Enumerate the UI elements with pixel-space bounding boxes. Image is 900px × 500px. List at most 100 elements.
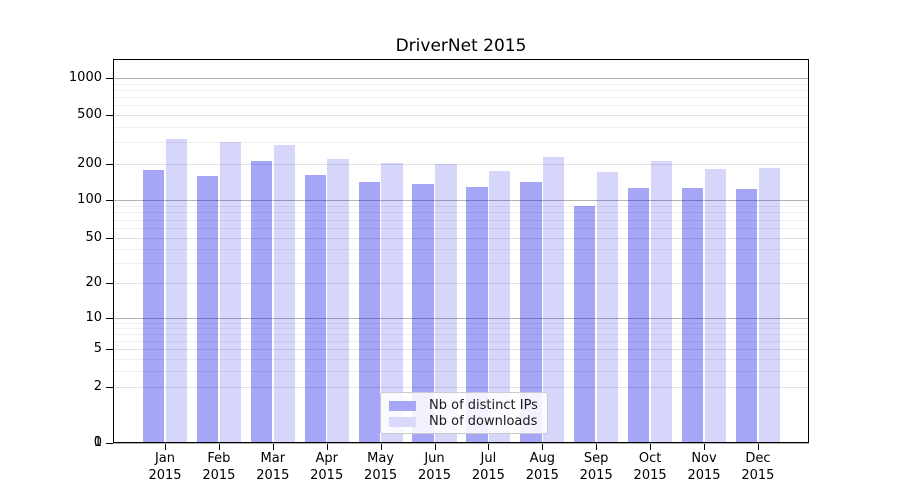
y-tick	[106, 163, 113, 165]
y-tick	[106, 114, 113, 116]
x-tick	[757, 444, 759, 450]
y-tick-label: 1	[93, 435, 102, 450]
gridline	[113, 83, 809, 85]
bar-downloads-aug	[543, 156, 565, 443]
gridline	[113, 370, 809, 372]
x-tick-label: Jan 2015	[148, 451, 182, 483]
gridline	[113, 200, 809, 202]
x-tick-label: May 2015	[364, 451, 398, 483]
bar-downloads-feb	[219, 142, 241, 443]
bar-ips-jun	[412, 183, 434, 443]
plot-area: Nb of distinct IPs Nb of downloads	[113, 59, 809, 444]
gridline	[113, 283, 809, 285]
y-tick	[106, 387, 113, 389]
gridline	[113, 328, 809, 330]
y-tick	[106, 283, 113, 285]
gridline	[113, 163, 809, 165]
y-tick-label: 20	[85, 275, 102, 291]
x-tick	[596, 444, 598, 450]
y-tick-label: 50	[85, 229, 102, 245]
gridline	[113, 97, 809, 99]
gridline	[113, 358, 809, 360]
x-tick-label: Dec 2015	[741, 451, 775, 483]
x-tick	[165, 444, 166, 450]
gridline	[113, 227, 809, 229]
bar-ips-feb	[196, 175, 219, 443]
x-tick	[704, 444, 705, 450]
bar-ips-apr	[304, 174, 326, 443]
gridline	[113, 443, 809, 444]
bar-downloads-jan	[165, 139, 188, 443]
gridline	[113, 78, 809, 80]
y-tick-label: 100	[77, 192, 102, 208]
x-tick	[380, 444, 382, 450]
bar-ips-jan	[142, 170, 165, 443]
legend-item: Nb of downloads	[389, 414, 539, 429]
y-tick-label: 0	[93, 435, 102, 450]
y-tick-label: 10	[85, 310, 102, 326]
gridline	[113, 349, 809, 351]
gridline	[113, 318, 809, 320]
bar-ips-jul	[466, 186, 488, 443]
y-tick	[106, 349, 113, 351]
x-tick-label: Mar 2015	[256, 451, 290, 483]
gridline	[113, 263, 809, 265]
x-tick-label: Feb 2015	[202, 451, 236, 483]
y-tick-label: 500	[77, 106, 102, 122]
bar-downloads-mar	[273, 144, 295, 443]
bar-ips-mar	[250, 161, 273, 443]
x-tick	[650, 444, 652, 450]
x-tick-label: Jul 2015	[471, 451, 505, 483]
legend-item: Nb of distinct IPs	[389, 398, 539, 413]
gridline	[113, 114, 809, 116]
bar-ips-sep	[574, 206, 596, 443]
x-tick	[326, 444, 328, 450]
y-tick	[106, 318, 113, 320]
legend-label: Nb of distinct IPs	[429, 398, 538, 413]
gridline	[113, 126, 809, 128]
x-tick	[542, 444, 544, 450]
bar-ips-oct	[628, 188, 650, 443]
gridline	[113, 219, 809, 221]
bar-ips-dec	[735, 188, 758, 443]
x-tick-label: Sep 2015	[579, 451, 613, 483]
bar-downloads-jun	[435, 164, 457, 443]
x-tick	[434, 444, 436, 450]
legend: Nb of distinct IPs Nb of downloads	[380, 392, 548, 434]
x-tick	[218, 444, 220, 450]
gridline	[113, 90, 809, 92]
gridline	[113, 387, 809, 389]
bar-downloads-sep	[596, 172, 619, 443]
bar-downloads-may	[381, 162, 403, 443]
bar-downloads-nov	[704, 169, 727, 443]
x-tick	[488, 444, 490, 450]
x-tick-label: Aug 2015	[525, 451, 559, 483]
bar-ips-aug	[520, 182, 542, 443]
y-tick-label: 1000	[68, 70, 102, 86]
legend-label: Nb of downloads	[429, 414, 538, 429]
bar-ips-nov	[681, 187, 704, 443]
x-tick-label: Jun 2015	[417, 451, 452, 483]
x-tick	[272, 444, 274, 450]
gridline	[113, 206, 809, 207]
gridline	[113, 212, 809, 214]
gridline	[113, 334, 809, 336]
legend-swatch-distinct-ips	[389, 400, 416, 411]
bar-ips-may	[358, 181, 380, 443]
y-tick	[106, 237, 113, 239]
y-tick-label: 200	[77, 155, 102, 171]
gridline	[113, 142, 809, 144]
gridline	[113, 105, 809, 107]
gridline	[113, 341, 809, 343]
bar-downloads-dec	[758, 168, 780, 443]
y-tick	[106, 200, 113, 202]
y-tick	[106, 443, 113, 444]
y-tick	[106, 78, 113, 80]
chart-title: DriverNet 2015	[395, 36, 527, 56]
y-tick-label: 5	[93, 341, 102, 357]
x-tick-label: Nov 2015	[687, 451, 721, 483]
gridline	[113, 237, 809, 239]
legend-swatch-downloads	[389, 416, 416, 427]
y-tick-label: 2	[93, 379, 102, 395]
